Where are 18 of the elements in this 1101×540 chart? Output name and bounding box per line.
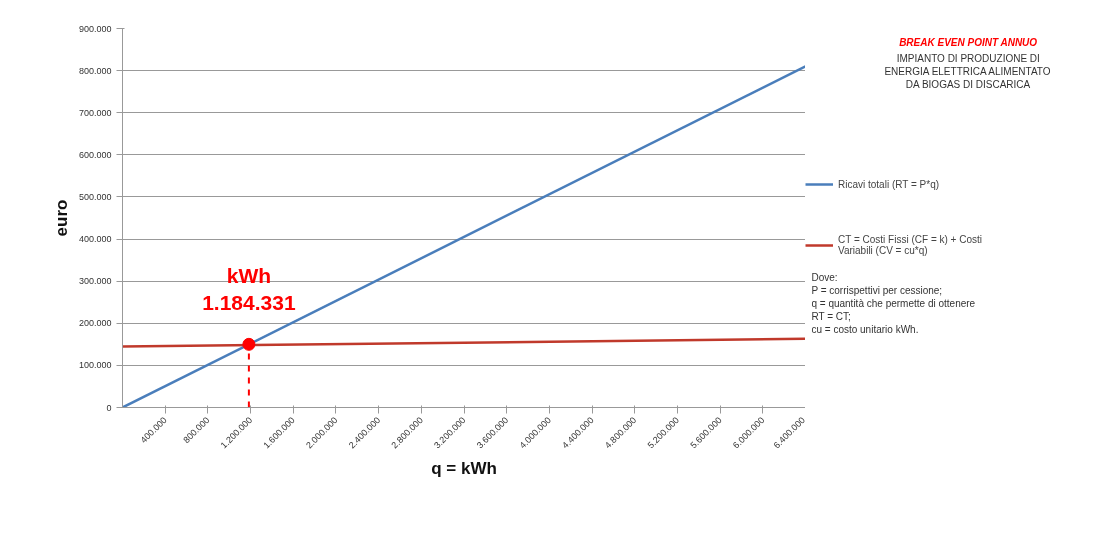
legend-label: CT = Costi Fissi (CF = k) + Costi Variabili (CV = cu*q) [838,234,983,256]
x-axis-title: q = kWh [431,459,497,479]
y-tick-label: 900.000 [78,23,112,34]
y-tick-label: 0 [106,402,112,413]
text: IMPIANTO DI PRODUZIONE DI ENERGIA ELETTRICA ALIMENTATO DA BIOGAS DI DISCARICA [884,52,1051,90]
y-tick-label: 700.000 [78,107,112,118]
y-axis-title: euro [51,199,71,237]
annotation: kWh 1.184.331 [202,263,296,315]
y-tick-label: 300.000 [78,276,112,287]
y-tick-label: 100.000 [78,360,112,371]
y-tick-label: 500.000 [78,191,112,202]
text: Dove: P = corrispettivi per cessione; q = quantità che permette di ottenere RT = CT; cu = costo unitario kWh. [811,271,976,336]
y-tick-label: 400.000 [78,234,112,245]
legend-label: Ricavi totali (RT = P*q) [838,178,940,190]
text: BREAK EVEN POINT ANNUO [899,37,1038,49]
y-tick-label: 200.000 [78,318,112,329]
y-tick-label: 800.000 [78,65,112,76]
y-tick-label: 600.000 [78,149,112,160]
